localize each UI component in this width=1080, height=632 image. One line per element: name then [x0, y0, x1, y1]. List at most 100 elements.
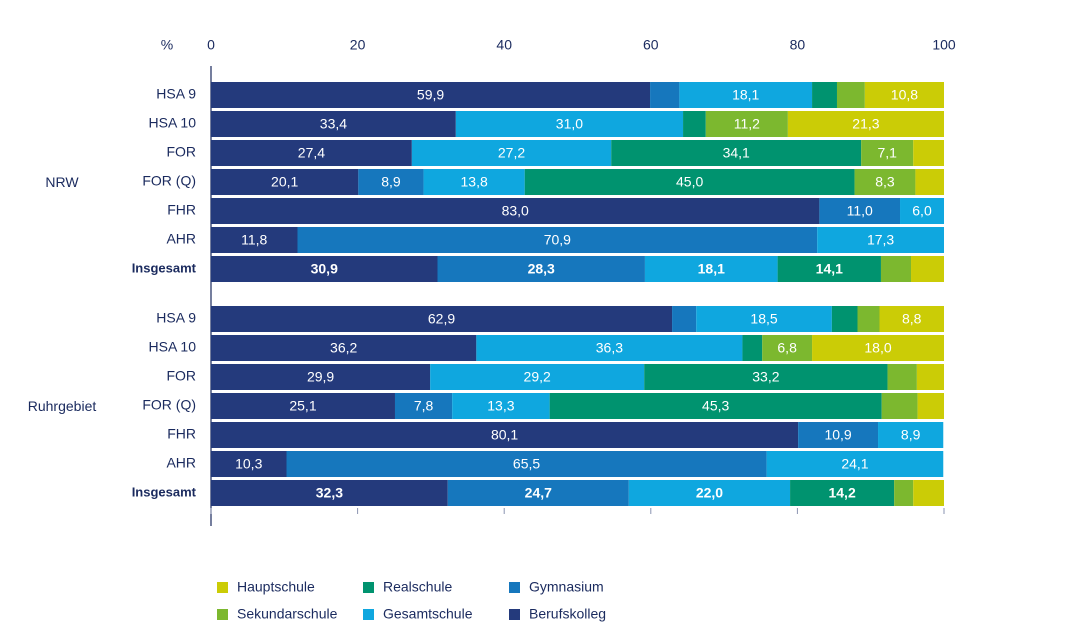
bar-segment-nrw-hsa-10-sekundarschule	[705, 111, 788, 137]
data-label-nrw-for-q-realschule: 45,0	[676, 174, 703, 190]
data-label-nrw-for-sekundarschule: 7,1	[877, 145, 897, 161]
bar-segment-nrw-fhr-gymnasium	[819, 198, 901, 224]
data-label-ruhrgebiet-insgesamt-gymnasium: 24,7	[525, 485, 552, 501]
group-label-nrw: NRW	[45, 174, 79, 190]
data-label-ruhrgebiet-for-q-gesamtschule: 13,3	[487, 398, 514, 414]
bar-segment-ruhrgebiet-fhr-gesamtschule	[878, 422, 944, 448]
bar-segment-nrw-for-q-hauptschule	[915, 169, 944, 195]
unit-label: %	[161, 37, 173, 53]
data-label-ruhrgebiet-hsa-9-berufskolleg: 62,9	[428, 311, 455, 327]
bar-segment-nrw-hsa-10-berufskolleg	[211, 111, 456, 137]
data-label-nrw-insgesamt-gesamtschule: 18,1	[698, 261, 725, 277]
data-label-nrw-for-berufskolleg: 27,4	[298, 145, 325, 161]
bar-segment-ruhrgebiet-for-gesamtschule	[430, 364, 645, 390]
bar-segment-ruhrgebiet-hsa-10-gesamtschule	[476, 335, 743, 361]
data-label-ruhrgebiet-hsa-10-gesamtschule: 36,3	[596, 340, 623, 356]
data-label-ruhrgebiet-insgesamt-realschule: 14,2	[828, 485, 855, 501]
group-label-ruhrgebiet: Ruhrgebiet	[28, 398, 97, 414]
x-tick-label-0: 0	[207, 37, 215, 53]
bar-segment-ruhrgebiet-for-q-berufskolleg	[211, 393, 395, 419]
bar-segment-ruhrgebiet-fhr-berufskolleg	[211, 422, 799, 448]
bar-segment-nrw-for-hauptschule	[913, 140, 944, 166]
bar-segment-ruhrgebiet-hsa-9-hauptschule	[879, 306, 944, 332]
bar-segment-nrw-hsa-10-gesamtschule	[455, 111, 684, 137]
bar-segment-ruhrgebiet-ahr-gesamtschule	[766, 451, 944, 477]
data-label-nrw-for-q-sekundarschule: 8,3	[875, 174, 895, 190]
data-label-ruhrgebiet-hsa-10-berufskolleg: 36,2	[330, 340, 357, 356]
data-label-nrw-insgesamt-realschule: 14,1	[816, 261, 843, 277]
legend-swatch-sekundarschule	[217, 609, 228, 620]
data-label-nrw-ahr-gymnasium: 70,9	[544, 232, 571, 248]
bar-segment-ruhrgebiet-insgesamt-realschule	[790, 480, 895, 506]
data-label-nrw-hsa-10-hauptschule: 21,3	[852, 116, 879, 132]
data-label-nrw-ahr-berufskolleg: 11,8	[241, 232, 267, 248]
bar-segment-nrw-hsa-9-gymnasium	[650, 82, 680, 108]
data-label-ruhrgebiet-fhr-berufskolleg: 80,1	[491, 427, 518, 443]
legend-swatch-hauptschule	[217, 582, 228, 593]
bar-segment-ruhrgebiet-hsa-9-gesamtschule	[696, 306, 832, 332]
bar-segment-ruhrgebiet-insgesamt-sekundarschule	[894, 480, 914, 506]
bar-segment-nrw-insgesamt-sekundarschule	[880, 256, 912, 282]
bar-segment-ruhrgebiet-ahr-berufskolleg	[211, 451, 287, 477]
data-label-nrw-hsa-9-hauptschule: 10,8	[891, 87, 918, 103]
x-tick-label-20: 20	[350, 37, 366, 53]
legend-label-sekundarschule: Sekundarschule	[237, 606, 338, 622]
category-label-ruhrgebiet-for-q: FOR (Q)	[142, 397, 196, 413]
data-label-ruhrgebiet-for-q-realschule: 45,3	[702, 398, 729, 414]
data-label-ruhrgebiet-ahr-gesamtschule: 24,1	[841, 456, 868, 472]
data-label-ruhrgebiet-hsa-9-gesamtschule: 18,5	[750, 311, 777, 327]
category-label-nrw-insgesamt: Insgesamt	[132, 260, 197, 275]
bar-segment-ruhrgebiet-for-sekundarschule	[887, 364, 917, 390]
legend-swatch-gymnasium	[509, 582, 520, 593]
bar-segment-ruhrgebiet-for-q-sekundarschule	[881, 393, 918, 419]
data-label-nrw-hsa-10-sekundarschule: 11,2	[734, 116, 760, 132]
bar-segment-nrw-insgesamt-gymnasium	[437, 256, 645, 282]
data-label-nrw-fhr-gesamtschule: 6,0	[912, 203, 932, 219]
bar-segment-nrw-ahr-gesamtschule	[817, 227, 944, 253]
data-label-nrw-fhr-berufskolleg: 83,0	[502, 203, 529, 219]
data-label-nrw-ahr-gesamtschule: 17,3	[867, 232, 894, 248]
bar-segment-nrw-insgesamt-hauptschule	[911, 256, 944, 282]
bar-segment-ruhrgebiet-ahr-gymnasium	[286, 451, 767, 477]
x-tick-label-40: 40	[496, 37, 512, 53]
data-label-ruhrgebiet-insgesamt-gesamtschule: 22,0	[696, 485, 723, 501]
bar-segment-ruhrgebiet-for-q-realschule	[549, 393, 882, 419]
bar-segment-nrw-insgesamt-gesamtschule	[644, 256, 778, 282]
category-label-nrw-fhr: FHR	[167, 202, 196, 218]
bar-segment-nrw-insgesamt-berufskolleg	[211, 256, 438, 282]
legend-label-berufskolleg: Berufskolleg	[529, 606, 606, 622]
category-label-ruhrgebiet-fhr: FHR	[167, 426, 196, 442]
category-label-nrw-hsa-9: HSA 9	[156, 86, 196, 102]
data-label-ruhrgebiet-fhr-gesamtschule: 8,9	[901, 427, 921, 443]
data-label-ruhrgebiet-for-realschule: 33,2	[752, 369, 779, 385]
bar-segment-ruhrgebiet-hsa-9-realschule	[831, 306, 858, 332]
data-label-ruhrgebiet-ahr-gymnasium: 65,5	[513, 456, 540, 472]
category-label-ruhrgebiet-for: FOR	[166, 368, 196, 384]
data-label-ruhrgebiet-hsa-10-sekundarschule: 6,8	[777, 340, 797, 356]
bar-segment-ruhrgebiet-for-q-gesamtschule	[452, 393, 550, 419]
bar-segment-nrw-for-q-gymnasium	[358, 169, 424, 195]
legend-swatch-berufskolleg	[509, 609, 520, 620]
bar-segment-nrw-for-q-sekundarschule	[854, 169, 916, 195]
bar-segment-ruhrgebiet-hsa-10-sekundarschule	[762, 335, 813, 361]
data-label-ruhrgebiet-fhr-gymnasium: 10,9	[824, 427, 851, 443]
bar-segment-ruhrgebiet-hsa-10-realschule	[742, 335, 763, 361]
data-label-ruhrgebiet-for-q-berufskolleg: 25,1	[289, 398, 316, 414]
legend-label-gymnasium: Gymnasium	[529, 579, 604, 595]
data-label-nrw-insgesamt-gymnasium: 28,3	[528, 261, 555, 277]
bar-segment-ruhrgebiet-hsa-9-berufskolleg	[211, 306, 673, 332]
category-label-ruhrgebiet-ahr: AHR	[166, 455, 196, 471]
bar-segment-nrw-fhr-berufskolleg	[211, 198, 820, 224]
bar-segment-nrw-hsa-9-sekundarschule	[836, 82, 865, 108]
bar-segment-ruhrgebiet-hsa-9-sekundarschule	[857, 306, 880, 332]
x-tick-label-80: 80	[790, 37, 806, 53]
category-label-ruhrgebiet-hsa-10: HSA 10	[149, 339, 197, 355]
bar-segment-nrw-for-sekundarschule	[861, 140, 914, 166]
legend-swatch-realschule	[363, 582, 374, 593]
data-label-nrw-hsa-9-gesamtschule: 18,1	[732, 87, 759, 103]
category-label-nrw-ahr: AHR	[166, 231, 196, 247]
bar-segment-nrw-for-gesamtschule	[411, 140, 612, 166]
bar-segment-ruhrgebiet-hsa-9-gymnasium	[672, 306, 697, 332]
